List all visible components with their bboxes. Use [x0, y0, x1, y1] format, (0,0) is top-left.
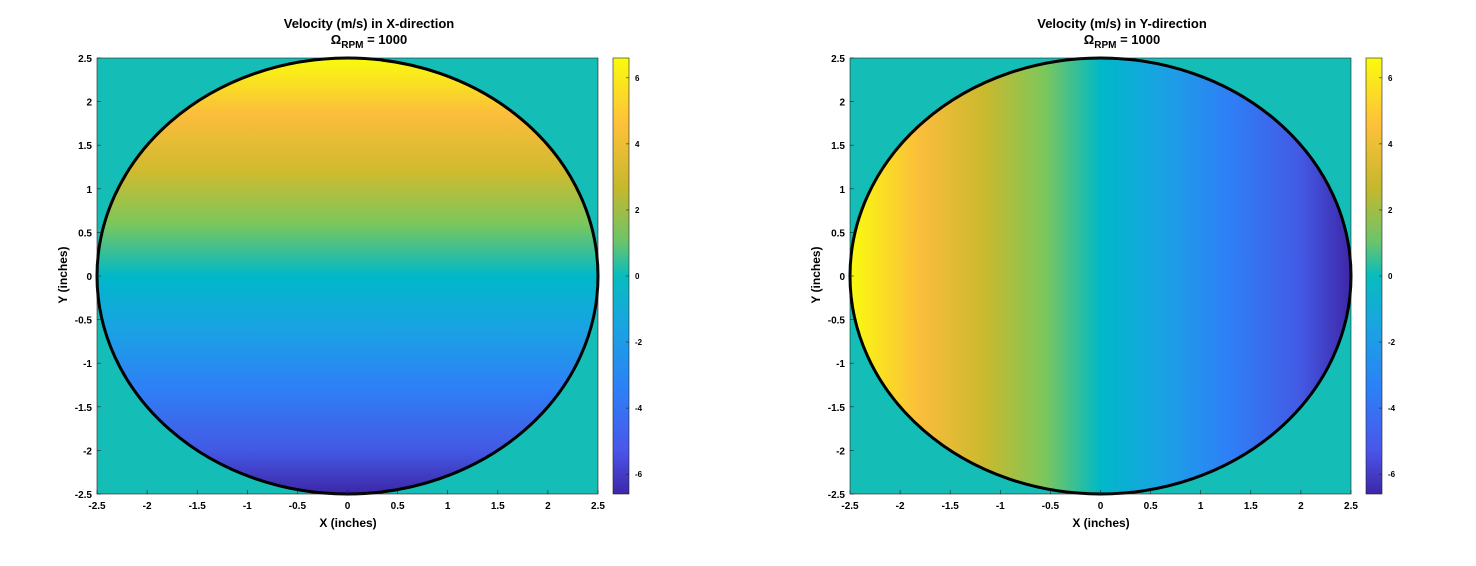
y-tick-label: -1.5 [75, 403, 93, 414]
x-tick-label: -2.5 [841, 501, 859, 512]
x-tick-label: -1.5 [189, 501, 207, 512]
y-tick-label: 0 [839, 272, 845, 283]
omega-subscript: RPM [1094, 40, 1117, 51]
x-tick-label: 2 [545, 501, 551, 512]
x-tick-label: -2 [143, 501, 152, 512]
y-tick-label: -0.5 [828, 316, 846, 327]
y-tick-label: 2 [86, 98, 92, 109]
rpm-value: = 1000 [1120, 32, 1161, 47]
x-tick-label: 1.5 [491, 501, 505, 512]
y-tick-label: -2 [83, 446, 92, 457]
x-tick-label: -1 [996, 501, 1005, 512]
x-tick-label: -0.5 [1042, 501, 1060, 512]
x-tick-label: -0.5 [289, 501, 307, 512]
omega-symbol: Ω [1083, 32, 1095, 47]
y-tick-label: -1.5 [828, 403, 846, 414]
y-tick-label: 1.5 [78, 141, 92, 152]
colorbar-tick-label: -2 [635, 338, 643, 347]
chart-subtitle: ΩRPM = 1000 [0, 32, 738, 54]
x-tick-label: 0.5 [391, 501, 405, 512]
x-tick-label: -2.5 [88, 501, 106, 512]
y-tick-label: 2 [839, 98, 845, 109]
x-tick-label: 0 [345, 501, 351, 512]
colorbar-tick-label: 0 [1388, 272, 1393, 281]
y-tick-label: 1.5 [831, 141, 845, 152]
colorbar-tick-label: 2 [1388, 206, 1393, 215]
colorbar-tick-label: -2 [1388, 338, 1396, 347]
velocity-disk [97, 58, 598, 494]
x-tick-label: 1 [445, 501, 451, 512]
chart-title: Velocity (m/s) in Y-direction [1037, 16, 1207, 31]
y-tick-label: 1 [839, 185, 845, 196]
rpm-value: = 1000 [367, 32, 408, 47]
chart-panel-vx: Velocity (m/s) in X-direction ΩRPM = 100… [0, 16, 738, 530]
colorbar-tick-label: 4 [1388, 140, 1393, 149]
x-axis-label: X (inches) [319, 516, 377, 530]
y-tick-label: -0.5 [75, 316, 93, 327]
y-tick-label: 0 [86, 272, 92, 283]
y-tick-label: -1 [83, 359, 92, 370]
y-tick-label: 2.5 [78, 54, 92, 65]
colorbar-tick-label: 4 [635, 140, 640, 149]
x-tick-label: 2.5 [591, 501, 605, 512]
colorbar-tick-label: -6 [635, 470, 643, 479]
colorbar-tick-label: -6 [1388, 470, 1396, 479]
y-axis-label: Y (inches) [809, 246, 823, 304]
velocity-disk [850, 58, 1351, 494]
x-tick-label: 2 [1298, 501, 1304, 512]
omega-subscript: RPM [341, 40, 364, 51]
y-tick-label: 0.5 [78, 228, 92, 239]
x-tick-label: -1 [243, 501, 252, 512]
x-axis-label: X (inches) [1072, 516, 1130, 530]
heatmap-plot: -2.5 -2 -1.5 -1 -0.5 0 0.5 1 1.5 2 2.5 2.5 2 1.5 1 0.5 0… [828, 54, 1396, 512]
x-tick-label: -2 [896, 501, 905, 512]
x-tick-label: -1.5 [942, 501, 960, 512]
y-tick-label: -1 [836, 359, 845, 370]
x-tick-label: 1 [1198, 501, 1204, 512]
y-axis-label: Y (inches) [56, 246, 70, 304]
y-tick-label: 2.5 [831, 54, 845, 65]
chart-subtitle: ΩRPM = 1000 [753, 32, 1476, 54]
chart-title: Velocity (m/s) in X-direction [283, 16, 455, 31]
heatmap-plot: -2.5 -2 -1.5 -1 -0.5 0 0.5 1 1.5 2 2.5 2.5 2 1.5 1 0.5 0… [75, 54, 643, 512]
y-tick-label: -2.5 [828, 490, 846, 501]
x-tick-label: 0.5 [1144, 501, 1158, 512]
colorbar-tick-label: 2 [635, 206, 640, 215]
colorbar-tick-label: 0 [635, 272, 640, 281]
omega-symbol: Ω [330, 32, 342, 47]
y-tick-label: 1 [86, 185, 92, 196]
chart-panel-vy: Velocity (m/s) in Y-direction ΩRPM = 100… [753, 0, 1476, 566]
colorbar-tick-label: 6 [635, 74, 640, 83]
colorbar-tick-label: -4 [635, 404, 643, 413]
y-tick-label: -2.5 [75, 490, 93, 501]
y-tick-label: 0.5 [831, 228, 845, 239]
colorbar-tick-label: 6 [1388, 74, 1393, 83]
y-tick-label: -2 [836, 446, 845, 457]
x-tick-label: 1.5 [1244, 501, 1258, 512]
colorbar-tick-label: -4 [1388, 404, 1396, 413]
x-tick-label: 0 [1098, 501, 1104, 512]
x-tick-label: 2.5 [1344, 501, 1358, 512]
